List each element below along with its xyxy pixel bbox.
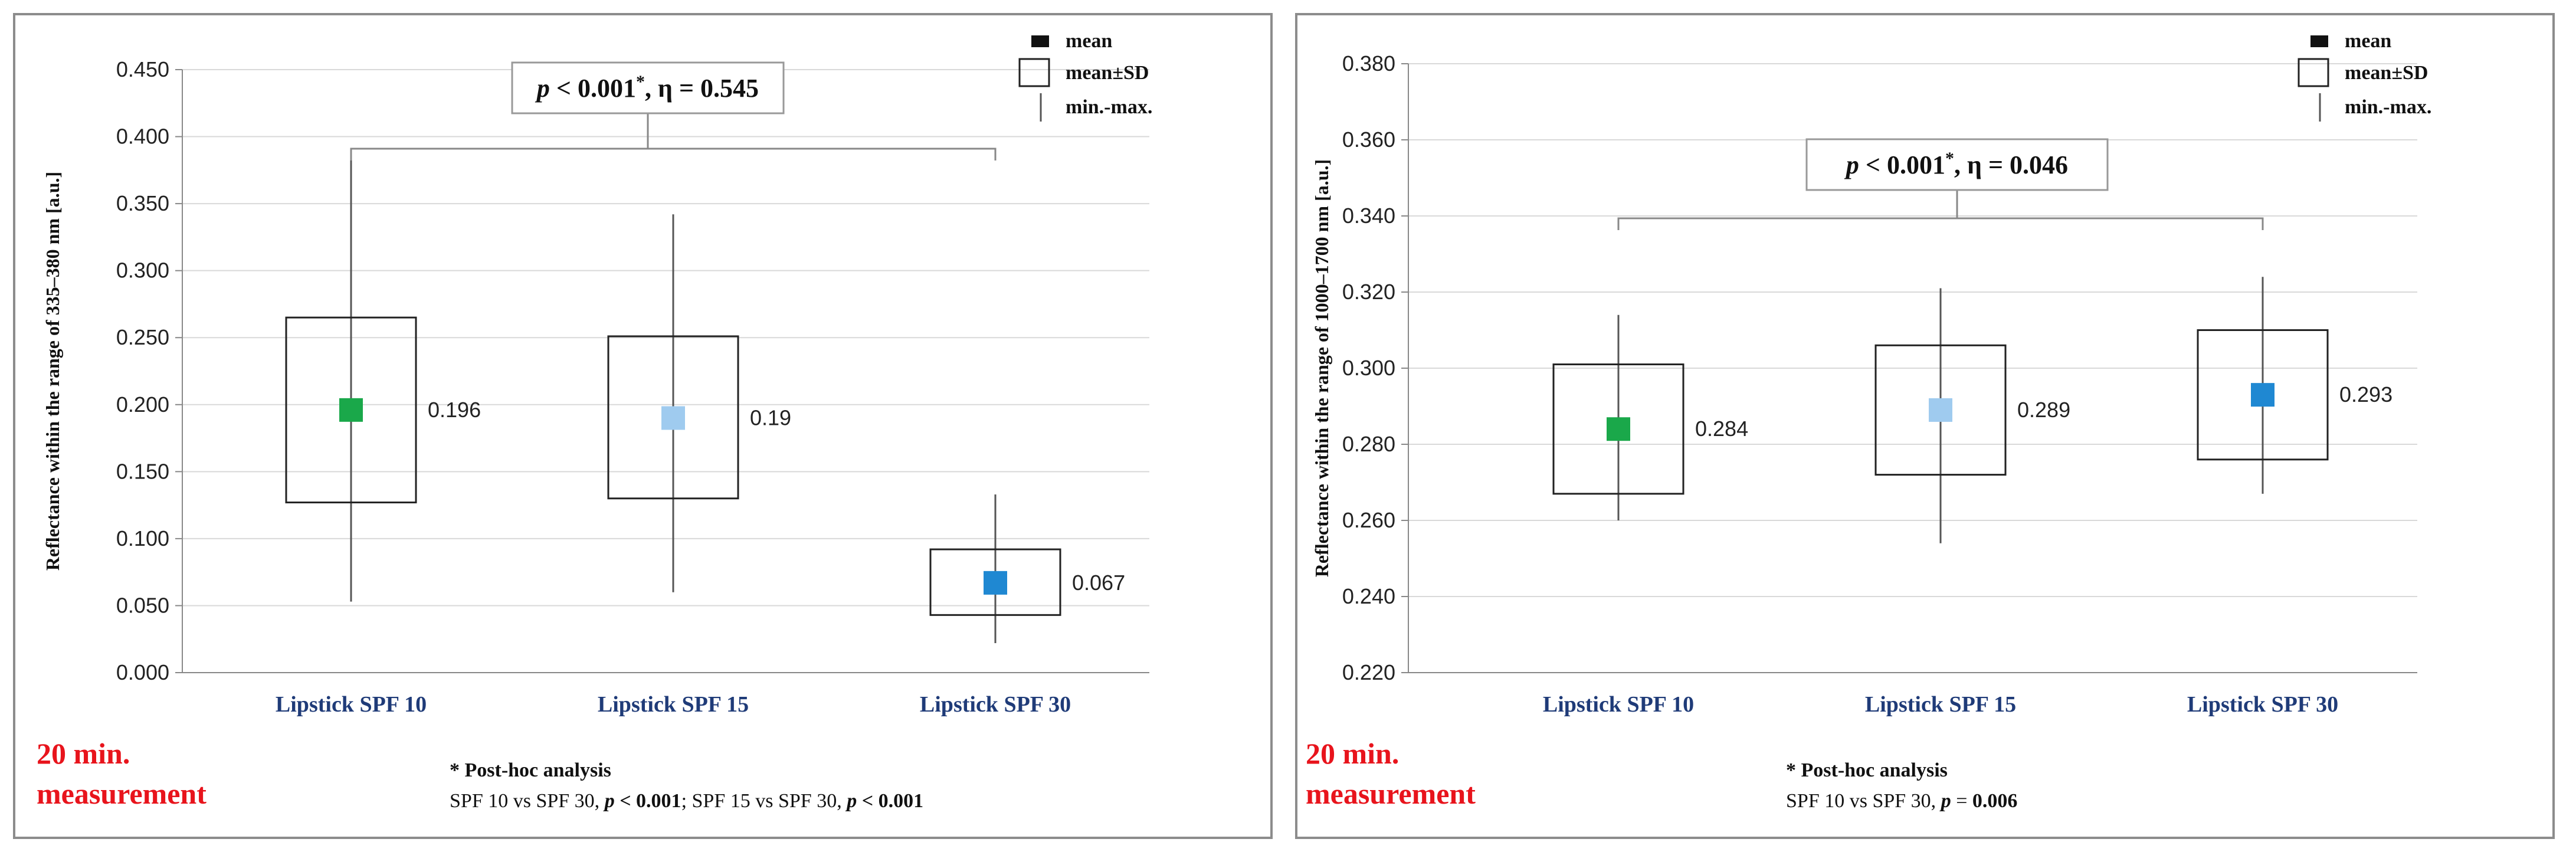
text-span: < 0.001 — [615, 790, 681, 812]
y-tick-label: 0.300 — [1342, 356, 1395, 380]
sd-box — [929, 548, 1061, 616]
text-span: 0.006 — [1972, 790, 2018, 812]
mean-data-label: 0.196 — [428, 398, 481, 422]
legend-range-label: min.-max. — [2345, 96, 2431, 118]
text-span: , η = 0.046 — [1954, 150, 2068, 179]
text-span: ; SPF 15 vs SPF 30, — [681, 790, 847, 812]
y-tick-label: 0.150 — [116, 459, 169, 483]
legend-mean-swatch — [2310, 35, 2328, 47]
text-span: < 0.001 — [550, 74, 636, 103]
x-category-label: Lipstick SPF 10 — [276, 692, 427, 717]
chart-panel-uv: 0.000 0.050 0.100 0.150 0.200 0.250 0.300 0.350… — [13, 13, 1273, 839]
y-axis-label: Reflectance within the range of 335–380 … — [42, 172, 63, 571]
sd-box — [1874, 344, 2007, 476]
sd-box — [607, 335, 739, 500]
x-category-label: Lipstick SPF 15 — [598, 692, 749, 717]
mean-marker — [2251, 383, 2275, 407]
text-span: < 0.001 — [857, 790, 923, 812]
time-label-line2: measurement — [1306, 777, 1476, 810]
y-tick-label: 0.280 — [1342, 432, 1395, 456]
legend-mean-label: mean — [2345, 30, 2391, 52]
legend-sd-swatch — [1018, 58, 1050, 87]
significance-text: p < 0.001*, η = 0.046 — [1844, 149, 2068, 180]
text-span: < 0.001 — [1859, 150, 1945, 179]
y-tick-label: 0.340 — [1342, 204, 1395, 228]
text-span: p — [1939, 790, 1951, 812]
significance-box — [1805, 138, 2109, 191]
legend-sd-swatch — [2298, 58, 2329, 87]
text-span: p — [845, 790, 857, 812]
y-tick-label: 0.400 — [116, 124, 169, 149]
significance-bracket — [1617, 217, 2264, 230]
mean-data-label: 0.289 — [2017, 398, 2070, 422]
legend-mean-swatch — [1031, 35, 1049, 47]
x-category-label: Lipstick SPF 10 — [1543, 692, 1694, 717]
mean-data-label: 0.19 — [750, 405, 791, 430]
sd-box — [285, 316, 417, 504]
time-label-line1: 20 min. — [37, 737, 130, 770]
y-tick-label: 0.360 — [1342, 127, 1395, 152]
x-category-label: Lipstick SPF 30 — [2187, 692, 2338, 717]
mean-marker — [984, 571, 1007, 595]
sd-box — [1552, 363, 1684, 495]
text-span: * — [636, 72, 645, 91]
boxplot-chart-nir: 0.220 0.240 0.260 0.280 0.300 0.320 0.340 0.360… — [1306, 30, 2431, 812]
y-tick-label: 0.260 — [1342, 508, 1395, 532]
y-tick-label: 0.350 — [116, 191, 169, 215]
mean-data-label: 0.284 — [1695, 417, 1748, 441]
y-tick-label: 0.200 — [116, 392, 169, 417]
y-tick-label: 0.300 — [116, 258, 169, 283]
y-tick-label: 0.000 — [116, 660, 169, 684]
y-tick-label: 0.450 — [116, 57, 169, 81]
mean-data-label: 0.293 — [2339, 382, 2393, 407]
text-span: , η = 0.545 — [645, 74, 759, 103]
text-span: SPF 10 vs SPF 30, — [1786, 790, 1941, 812]
y-tick-label: 0.220 — [1342, 660, 1395, 684]
x-category-label: Lipstick SPF 30 — [920, 692, 1071, 717]
y-tick-label: 0.050 — [116, 593, 169, 617]
mean-marker — [1607, 417, 1630, 441]
posthoc-title: * Post-hoc analysis — [450, 759, 611, 781]
significance-box — [511, 61, 785, 114]
y-tick-label: 0.250 — [116, 325, 169, 349]
text-span: p — [603, 790, 615, 812]
x-category-label: Lipstick SPF 15 — [1865, 692, 2016, 717]
y-tick-label: 0.380 — [1342, 51, 1395, 76]
time-label-line1: 20 min. — [1306, 737, 1399, 770]
text-span: = — [1951, 790, 1972, 812]
y-tick-label: 0.320 — [1342, 280, 1395, 304]
chart-panel-nir: 0.220 0.240 0.260 0.280 0.300 0.320 0.340 0.360… — [1295, 13, 2555, 839]
text-span: * — [1945, 149, 1954, 168]
text-span: SPF 10 vs SPF 30, — [450, 790, 605, 812]
legend-mean-label: mean — [1066, 30, 1112, 52]
significance-bracket — [350, 148, 997, 160]
legend-range-label: min.-max. — [1066, 96, 1152, 118]
sd-box — [2197, 329, 2329, 461]
posthoc-title: * Post-hoc analysis — [1786, 759, 1948, 781]
legend-sd-label: mean±SD — [1066, 62, 1149, 84]
mean-marker — [661, 406, 685, 430]
posthoc-results: SPF 10 vs SPF 30, p < 0.001; SPF 15 vs S… — [450, 790, 923, 812]
text-span: p — [1844, 150, 1859, 179]
text-span: p — [535, 74, 550, 103]
y-axis-label: Reflectance within the range of 1000–170… — [1311, 159, 1332, 577]
boxplot-chart-uv: 0.000 0.050 0.100 0.150 0.200 0.250 0.300 0.350… — [37, 30, 1152, 812]
mean-marker — [1929, 398, 1952, 422]
y-tick-label: 0.240 — [1342, 584, 1395, 608]
time-label-line2: measurement — [37, 777, 207, 810]
posthoc-results: SPF 10 vs SPF 30, p = 0.006 — [1786, 790, 2017, 812]
y-tick-label: 0.100 — [116, 526, 169, 550]
significance-text: p < 0.001*, η = 0.545 — [535, 72, 759, 103]
legend-sd-label: mean±SD — [2345, 62, 2428, 84]
mean-marker — [339, 398, 363, 422]
mean-data-label: 0.067 — [1072, 571, 1125, 595]
